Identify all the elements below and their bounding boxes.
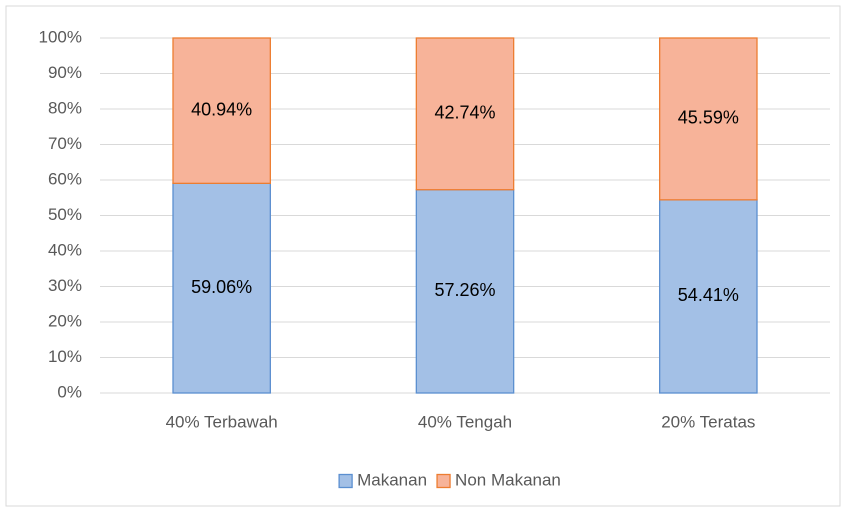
data-label: 54.41% [678, 285, 739, 305]
y-tick-label: 10% [48, 347, 82, 366]
bar-segment [172, 37, 271, 184]
data-label: 59.06% [191, 277, 252, 297]
data-label: 57.26% [434, 280, 495, 300]
x-tick-label: 40% Terbawah [166, 412, 278, 431]
y-tick-label: 40% [48, 240, 82, 259]
legend-swatch [436, 473, 451, 489]
bar-segment [172, 182, 271, 394]
x-tick-label: 20% Teratas [661, 412, 755, 431]
y-tick-label: 30% [48, 276, 82, 295]
legend-label: Non Makanan [455, 470, 561, 489]
legend-swatch [338, 473, 353, 489]
data-label: 40.94% [191, 99, 252, 119]
y-tick-label: 90% [48, 63, 82, 82]
y-tick-label: 60% [48, 169, 82, 188]
x-tick-label: 40% Tengah [418, 412, 512, 431]
y-tick-label: 20% [48, 311, 82, 330]
bar-segment [415, 189, 515, 394]
y-tick-label: 70% [48, 134, 82, 153]
y-tick-label: 0% [57, 382, 82, 401]
y-tick-label: 100% [39, 27, 82, 46]
bar-segment [659, 37, 758, 201]
data-label: 45.59% [678, 108, 739, 128]
bar-segment [415, 37, 515, 191]
y-tick-label: 50% [48, 205, 82, 224]
legend-label: Makanan [357, 470, 427, 489]
data-label: 42.74% [434, 103, 495, 123]
y-tick-label: 80% [48, 98, 82, 117]
